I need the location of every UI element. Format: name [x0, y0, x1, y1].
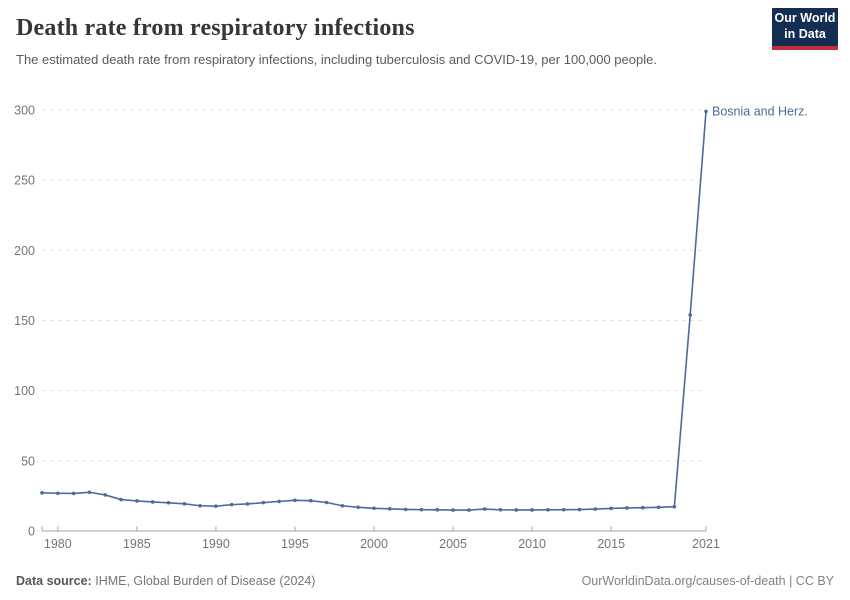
data-source-text: IHME, Global Burden of Disease (2024) [95, 574, 316, 588]
svg-text:2015: 2015 [597, 537, 625, 551]
svg-text:50: 50 [21, 454, 35, 468]
chart-title: Death rate from respiratory infections [16, 15, 415, 41]
svg-text:300: 300 [14, 104, 35, 118]
svg-text:2005: 2005 [439, 537, 467, 551]
svg-text:1990: 1990 [202, 537, 230, 551]
svg-text:2000: 2000 [360, 537, 388, 551]
chart-footer: Data source: IHME, Global Burden of Dise… [16, 574, 834, 588]
chart-header: Death rate from respiratory infections T… [16, 15, 750, 69]
svg-text:100: 100 [14, 384, 35, 398]
data-source-label: Data source: [16, 574, 92, 588]
svg-text:2021: 2021 [692, 537, 720, 551]
owid-logo-line1: Our World [774, 11, 836, 26]
svg-text:1995: 1995 [281, 537, 309, 551]
svg-text:1980: 1980 [44, 537, 72, 551]
svg-text:1985: 1985 [123, 537, 151, 551]
svg-text:150: 150 [14, 314, 35, 328]
svg-text:200: 200 [14, 244, 35, 258]
svg-text:250: 250 [14, 174, 35, 188]
license-link[interactable]: OurWorldinData.org/causes-of-death | CC … [581, 574, 834, 588]
svg-text:0: 0 [28, 525, 35, 539]
chart-subtitle: The estimated death rate from respirator… [16, 52, 657, 67]
owid-logo-line2: in Data [784, 27, 826, 41]
data-source: Data source: IHME, Global Burden of Dise… [16, 574, 315, 588]
series-end-label: Bosnia and Herz. [712, 104, 808, 118]
svg-text:2010: 2010 [518, 537, 546, 551]
owid-logo[interactable]: Our World in Data [772, 8, 838, 50]
